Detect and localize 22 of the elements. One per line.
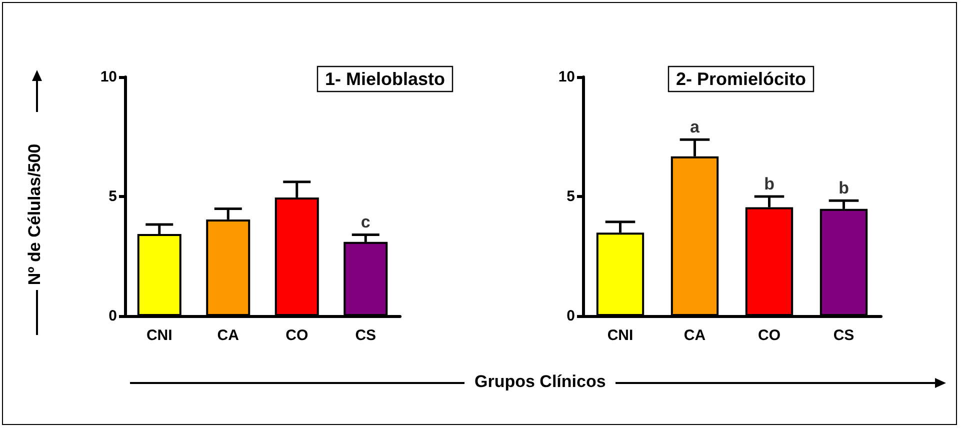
- y-tick-label: 10: [558, 68, 575, 86]
- x-tick-label: CS: [355, 327, 376, 344]
- x-tick-label: CS: [833, 327, 854, 344]
- y-tick-label: 0: [108, 308, 117, 324]
- annotation: b: [838, 178, 849, 198]
- y-axis-title: Nº de Células/500: [25, 144, 44, 286]
- annotation: a: [690, 118, 700, 137]
- y-tick-label: 10: [100, 68, 117, 86]
- annotation: b: [764, 174, 774, 194]
- chart-title: 2- Promielócito: [676, 69, 806, 89]
- y-tick-label: 5: [566, 188, 575, 205]
- chart-title: 1- Mieloblasto: [325, 69, 446, 89]
- x-tick-label: CO: [286, 327, 308, 344]
- x-tick-label: CO: [758, 327, 781, 344]
- annotation: c: [360, 212, 370, 232]
- y-tick-label: 0: [566, 308, 575, 324]
- x-tick-label: CNI: [607, 327, 634, 344]
- x-tick-label: CNI: [146, 327, 172, 344]
- y-tick-label: 5: [108, 188, 117, 205]
- x-tick-label: CA: [684, 327, 706, 344]
- x-tick-label: CA: [217, 327, 240, 344]
- x-axis-title: Grupos Clínicos: [474, 372, 606, 392]
